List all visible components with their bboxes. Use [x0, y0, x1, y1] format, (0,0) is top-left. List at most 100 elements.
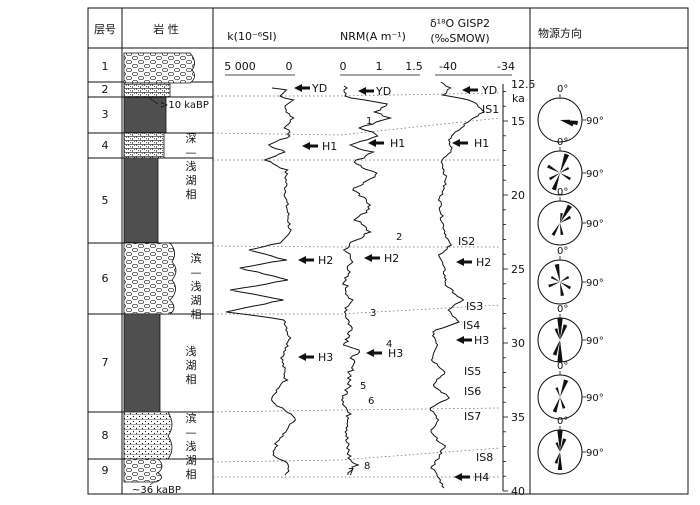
layer-numbers: 1 2 3 4 5 6 7 8 9	[102, 60, 109, 477]
facies-char: 湖	[186, 454, 197, 467]
age-axis: 12.5 15 20 25 30 35 40 ka	[502, 78, 536, 498]
event-arrow	[454, 473, 470, 481]
lithology-clay-7	[123, 313, 161, 413]
event-label: H3	[318, 351, 333, 364]
rose-petal	[551, 223, 560, 236]
layer-number: 9	[102, 464, 109, 477]
rose-petal	[549, 173, 560, 181]
age-tick-label: 20	[511, 189, 525, 202]
rose-east-label: 90°	[586, 448, 604, 459]
event-label: H2	[318, 254, 333, 267]
rose-east-label: 90°	[586, 336, 604, 347]
facies-label-littoral-shallow-6: 滨 — 浅 湖 相	[191, 251, 202, 321]
rose-petal	[560, 215, 571, 223]
correlation-guide	[212, 245, 500, 248]
lithology-silt-4	[123, 132, 165, 159]
facies-char: 浅	[186, 440, 197, 453]
curves	[225, 81, 486, 489]
d18o-tick-label: -40	[439, 60, 457, 73]
rose-petal	[554, 264, 560, 282]
rose-petal	[552, 340, 560, 356]
lithology-column	[123, 52, 195, 483]
correlation-guides	[212, 92, 501, 478]
rose-north-label: 0°	[557, 361, 568, 372]
rose-petal	[547, 164, 560, 173]
rose-petal	[554, 452, 560, 464]
rose-north-label: 0°	[557, 416, 568, 427]
facies-char: 相	[191, 308, 202, 321]
d18o-event-label: IS8	[476, 451, 493, 464]
facies-char: 浅	[186, 160, 197, 173]
rose-petal	[560, 379, 569, 397]
event-arrow	[294, 84, 310, 92]
nrm-event-label: 6	[368, 396, 374, 407]
rose-east-label: 90°	[586, 278, 604, 289]
nrm-event-label: 1	[366, 116, 372, 127]
facies-char: 滨	[191, 251, 202, 265]
rose-diagram: 0° 90°	[537, 304, 604, 363]
d18o-event-label: IS7	[464, 410, 481, 423]
rose-east-label: 90°	[586, 393, 604, 404]
layer-number: 4	[102, 139, 109, 152]
rose-diagram: 0° 90°	[537, 187, 604, 246]
event-arrow	[452, 139, 468, 147]
facies-char: 相	[186, 468, 197, 481]
facies-char: 滨	[186, 411, 197, 425]
event-label: H1	[390, 137, 405, 150]
event-arrow	[298, 353, 314, 361]
event-label: H3	[388, 347, 403, 360]
rose-petal	[560, 324, 568, 340]
rose-diagrams: 0° 90° 0° 90° 0° 90° 0° 90° 0° 90° 0° 90° 0° 90°	[537, 84, 604, 475]
correlation-guide	[212, 447, 501, 463]
rose-petal	[560, 153, 570, 173]
rose-petal	[560, 119, 571, 123]
correlation-guide	[212, 117, 501, 136]
facies-label-deep-shallow: 深 — 浅 湖 相	[186, 132, 197, 201]
age-tick-label: 40	[511, 485, 525, 498]
rose-petal	[560, 282, 571, 290]
rose-petal	[560, 397, 566, 409]
age-unit-label: ka	[512, 92, 525, 105]
rose-petal	[560, 204, 572, 223]
facies-char: 湖	[186, 359, 197, 372]
facies-char: —	[186, 426, 197, 439]
nrm-tick-label: 1	[376, 60, 383, 73]
layer-number: 1	[102, 60, 109, 73]
layer-number: 3	[102, 108, 109, 121]
age-tick-label: 30	[511, 337, 525, 350]
event-label: H1	[322, 140, 337, 153]
facies-char: 湖	[191, 294, 202, 307]
rose-north-label: 0°	[557, 137, 568, 148]
facies-labels: 深 — 浅 湖 相 滨 — 浅 湖 相 浅 湖 相 滨 — 浅 湖 相	[186, 132, 202, 481]
nrm-event-label: 3	[370, 308, 376, 319]
rose-petal	[557, 318, 563, 340]
facies-char: 浅	[186, 345, 197, 358]
nrm-tick-label: 0	[340, 60, 347, 73]
rose-north-label: 0°	[557, 246, 568, 257]
lithology-gravel-6	[123, 242, 177, 315]
nrm-event-label: 2	[396, 232, 402, 243]
d18o-event-label: IS1	[482, 103, 499, 116]
rose-petal	[554, 328, 560, 340]
correlation-guide	[213, 92, 501, 97]
age-tick-label: 15	[511, 115, 525, 128]
rose-petal	[560, 276, 570, 282]
event-label: YD	[375, 85, 391, 98]
layer-number: 8	[102, 429, 109, 442]
rose-north-label: 0°	[557, 187, 568, 198]
rose-petal	[560, 223, 564, 235]
header-k: k(10⁻⁶SI)	[227, 30, 276, 43]
lithology-silt-2	[123, 82, 171, 98]
facies-char: —	[191, 266, 202, 279]
event-label: YD	[481, 84, 497, 97]
facies-char: 相	[186, 188, 197, 201]
event-label: H3	[474, 334, 489, 347]
k-tick-label: 0	[286, 60, 293, 73]
table-frame	[87, 7, 689, 495]
d18o-tick-label: -34	[497, 60, 515, 73]
rose-petal	[557, 340, 563, 362]
correlation-guide	[213, 304, 501, 315]
nrm-event-label: 8	[364, 461, 370, 472]
age-annotation-top-leader	[147, 96, 159, 105]
age-tick-label: 35	[511, 411, 525, 424]
